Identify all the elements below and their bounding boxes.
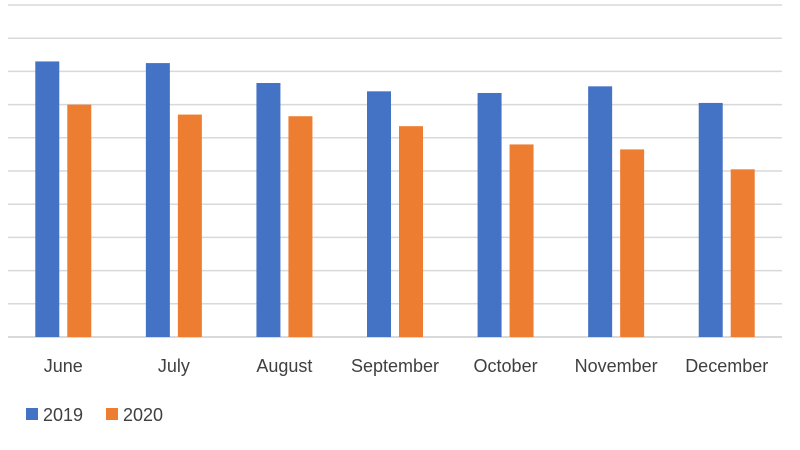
bar-2019-september — [367, 91, 391, 337]
bar-2020-october — [509, 144, 534, 337]
bar-2020-september — [399, 126, 423, 338]
x-tick-label: December — [685, 356, 768, 376]
bar-2019-october — [477, 92, 502, 337]
bar-2020-december — [730, 169, 755, 337]
x-tick-label: July — [158, 356, 190, 376]
x-tick-label: November — [575, 356, 658, 376]
bar-2019-june — [35, 61, 60, 337]
bar-2019-december — [698, 102, 723, 337]
x-axis-tick-labels: June July August September October November De… — [44, 356, 768, 376]
bar-2020-june — [67, 104, 92, 337]
legend-swatch-2020 — [106, 408, 118, 420]
bar-2020-november — [620, 149, 645, 337]
legend: 2019 2020 — [26, 405, 163, 425]
legend-swatch-2019 — [26, 408, 38, 420]
bar-2019-august — [256, 83, 281, 338]
bar-2020-july — [177, 114, 202, 337]
bar-2020-august — [288, 116, 313, 337]
bar-2019-november — [588, 86, 613, 337]
gridlines — [8, 4, 782, 338]
x-tick-label: August — [256, 356, 312, 376]
bar-2019-july — [145, 63, 170, 337]
x-tick-label: October — [474, 356, 538, 376]
x-tick-label: June — [44, 356, 83, 376]
legend-label-2020: 2020 — [123, 405, 163, 425]
bar-series — [35, 61, 755, 338]
x-tick-label: September — [351, 356, 439, 376]
legend-label-2019: 2019 — [43, 405, 83, 425]
